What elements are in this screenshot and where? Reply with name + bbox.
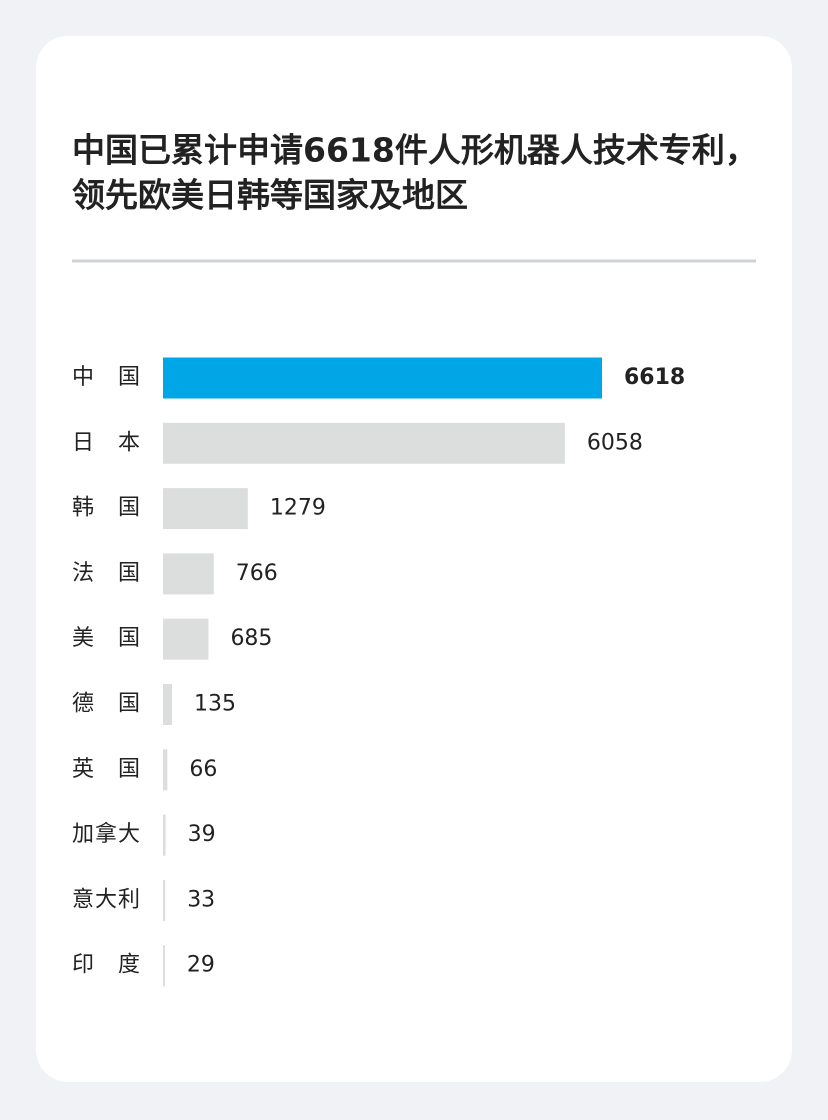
bar	[163, 879, 166, 921]
value-label: 29	[187, 953, 215, 978]
chart-title: 领先欧美日韩等国家及地区	[72, 176, 468, 215]
bar	[163, 553, 214, 595]
bar	[163, 749, 168, 791]
category-label: 加拿大	[72, 821, 140, 847]
chart-title: 中国已累计申请6618件人形机器人技术专利，	[72, 131, 758, 170]
bar	[163, 422, 565, 464]
value-label: 66	[189, 757, 217, 782]
bar	[163, 357, 602, 399]
bar	[163, 684, 172, 725]
value-label: 135	[194, 692, 236, 717]
value-label: 33	[187, 887, 215, 912]
value-label: 685	[230, 626, 272, 651]
value-label: 766	[236, 561, 278, 586]
bar	[163, 945, 165, 987]
value-label: 6058	[587, 430, 643, 455]
bar	[163, 618, 209, 660]
category-label: 意大利	[72, 887, 140, 912]
value-label: 6618	[624, 365, 685, 390]
bar	[163, 814, 166, 856]
bar	[163, 488, 248, 530]
card	[36, 36, 792, 1082]
value-label: 39	[188, 822, 216, 847]
value-label: 1279	[270, 496, 326, 521]
